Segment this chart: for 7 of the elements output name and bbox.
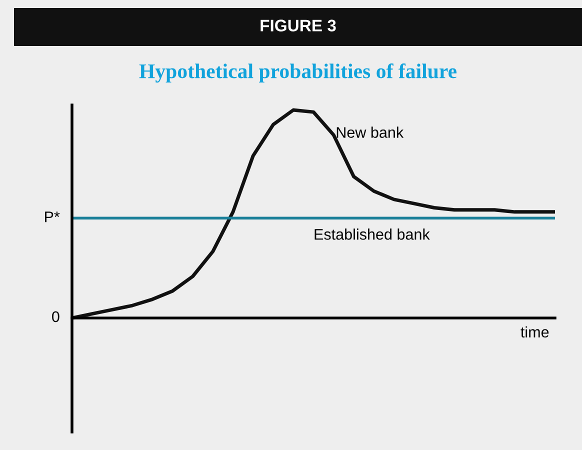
text: P* xyxy=(45,212,60,222)
chart-subtitle: FIGURE 3 xyxy=(260,20,336,32)
series-label: Established bank xyxy=(314,228,430,240)
series-label: New bank xyxy=(336,126,404,138)
x-axis-title: time xyxy=(520,326,549,338)
text: 0 xyxy=(52,311,60,322)
chart-title: Hypothetical probabilities of failure xyxy=(139,63,457,83)
